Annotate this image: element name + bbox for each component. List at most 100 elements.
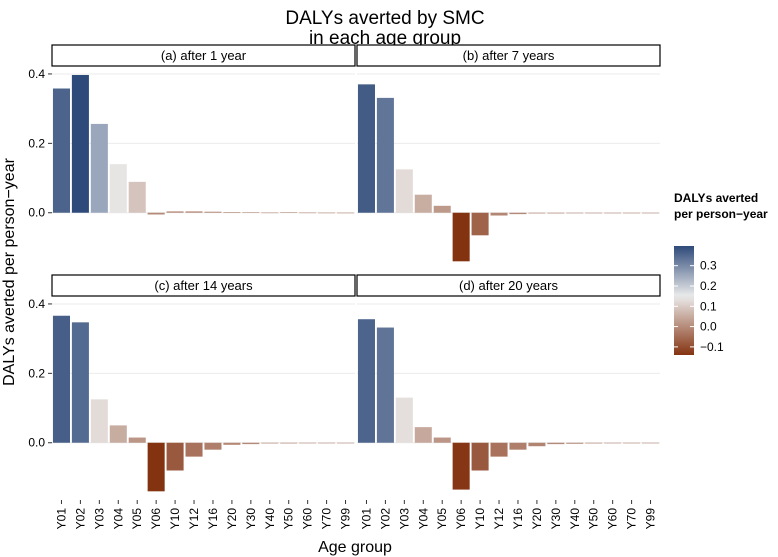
facet-strip	[356, 44, 661, 67]
facet-panels: (a) after 1 year 0.0 0.2 0.4 (b) after 7 yea…	[28, 44, 661, 530]
x-tick-label: Y06	[454, 508, 468, 530]
bar	[357, 84, 375, 213]
x-tick-label: Y02	[378, 508, 392, 530]
bar	[433, 437, 451, 443]
facet-label: (d) after 20 years	[459, 278, 558, 293]
facet-strip	[356, 274, 661, 297]
bar	[395, 397, 413, 443]
y-tick-label: 0.2	[28, 366, 45, 380]
x-tick-label: Y10	[168, 508, 182, 530]
x-tick-label: Y40	[263, 508, 277, 530]
bar	[642, 442, 660, 444]
x-tick-label: Y04	[416, 508, 430, 530]
panel: (c) after 14 years 0.0 0.2 0.4 Y01 Y02 Y03 Y04 Y…	[28, 274, 356, 530]
bar	[414, 427, 432, 443]
x-tick-label: Y01	[360, 508, 374, 530]
bar	[642, 212, 660, 214]
facet-label: (a) after 1 year	[161, 48, 247, 63]
y-tick-label: 0.4	[28, 297, 45, 311]
y-tick-label: 0.0	[28, 206, 45, 220]
bar	[261, 212, 279, 214]
x-tick-label: Y70	[625, 508, 639, 530]
bar	[166, 442, 184, 471]
bar	[280, 212, 298, 213]
y-axis-title: DALYs averted per person−year	[1, 157, 18, 386]
panel: (b) after 7 years	[356, 44, 661, 262]
facet-label: (b) after 7 years	[463, 48, 555, 63]
bar	[280, 442, 298, 444]
bar	[242, 442, 260, 445]
bar	[471, 212, 489, 236]
bar	[433, 205, 451, 213]
bar	[452, 212, 470, 262]
x-tick-label: Y99	[644, 508, 658, 530]
bar	[299, 212, 317, 214]
bar	[452, 442, 470, 490]
bar	[585, 212, 603, 214]
bar	[566, 442, 584, 444]
bar	[223, 212, 241, 213]
legend-colorbar	[674, 246, 694, 355]
x-tick-label: Y30	[244, 508, 258, 530]
legend-tick-label: 0.1	[700, 299, 717, 313]
legend-tick-label: 0.0	[700, 320, 717, 334]
bar	[337, 442, 355, 444]
bar	[528, 212, 546, 214]
y-tick-label: 0.0	[28, 436, 45, 450]
bar	[128, 181, 146, 213]
bar	[71, 322, 89, 443]
bar	[547, 212, 565, 214]
bar	[109, 164, 127, 213]
y-tick-label: 0.4	[28, 67, 45, 81]
bar	[147, 442, 165, 492]
bar	[185, 442, 203, 457]
x-tick-label: Y05	[435, 508, 449, 530]
bar	[90, 123, 108, 213]
panel: (d) after 20 years Y01 Y02 Y03 Y04 Y05 Y06 Y10 Y…	[356, 274, 661, 530]
x-tick-label: Y03	[92, 508, 106, 530]
legend-title: per person−year	[674, 207, 768, 221]
bar	[185, 211, 203, 213]
legend-tick-label: 0.3	[700, 259, 717, 273]
bar	[490, 442, 508, 457]
bar	[623, 442, 641, 444]
bar	[109, 425, 127, 443]
bar	[604, 212, 622, 214]
x-tick-label: Y03	[397, 508, 411, 530]
x-tick-label: Y20	[225, 508, 239, 530]
x-tick-label: Y01	[55, 508, 69, 530]
panel: (a) after 1 year 0.0 0.2 0.4	[28, 44, 356, 220]
bar	[128, 437, 146, 443]
bar	[261, 442, 279, 444]
x-tick-label: Y04	[111, 508, 125, 530]
x-tick-label: Y30	[549, 508, 563, 530]
bar	[71, 74, 89, 213]
bar	[52, 315, 70, 443]
legend: DALYs averted per person−year 0.3 0.2 0.1 0.0…	[674, 191, 768, 355]
x-tick-label: Y70	[320, 508, 334, 530]
x-tick-label: Y60	[606, 508, 620, 530]
x-tick-label: Y16	[511, 508, 525, 530]
x-tick-label: Y16	[206, 508, 220, 530]
x-tick-label: Y06	[149, 508, 163, 530]
bar	[223, 442, 241, 445]
bar	[509, 212, 527, 215]
bar	[414, 194, 432, 213]
x-axis-title: Age group	[318, 539, 392, 556]
chart-subtitle: in each age group	[309, 28, 461, 49]
facet-label: (c) after 14 years	[154, 278, 253, 293]
x-tick-label: Y12	[187, 508, 201, 530]
x-tick-label: Y60	[301, 508, 315, 530]
x-tick-label: Y50	[587, 508, 601, 530]
legend-tick-label: −0.1	[700, 340, 724, 354]
bar	[604, 442, 622, 444]
x-tick-label: Y20	[530, 508, 544, 530]
facet-strip	[51, 274, 356, 297]
x-tick-label: Y05	[130, 508, 144, 530]
bar	[147, 212, 165, 215]
bar	[337, 212, 355, 214]
x-tick-label: Y12	[492, 508, 506, 530]
bar	[395, 169, 413, 213]
bar	[547, 442, 565, 445]
